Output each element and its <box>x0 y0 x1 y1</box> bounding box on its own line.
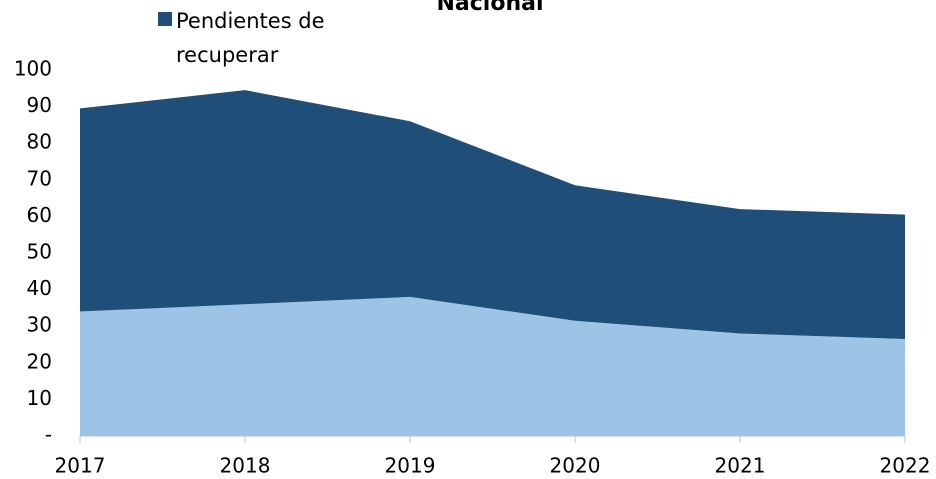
y-tick-label: 70 <box>27 166 52 190</box>
y-tick-label: 50 <box>27 240 52 264</box>
area <box>80 296 905 436</box>
y-tick-label: 100 <box>14 57 52 81</box>
y-tick-label: 60 <box>27 203 52 227</box>
y-tick-label: 80 <box>27 130 52 154</box>
y-tick-label: 30 <box>27 313 52 337</box>
x-tick-label: 2021 <box>715 454 766 478</box>
x-tick-label: 2018 <box>220 454 271 478</box>
area <box>80 90 905 340</box>
y-tick-label: 20 <box>27 349 52 373</box>
y-tick-label: 10 <box>27 386 52 410</box>
x-tick-label: 2020 <box>550 454 601 478</box>
chart-title: Nacional <box>436 0 543 16</box>
x-tick-label: 2019 <box>385 454 436 478</box>
y-tick-label: - <box>45 423 52 447</box>
legend-swatch <box>158 12 172 26</box>
x-tick-label: 2022 <box>880 454 931 478</box>
y-tick-label: 40 <box>27 276 52 300</box>
y-tick-label: 90 <box>27 93 52 117</box>
x-tick-label: 2017 <box>55 454 106 478</box>
legend-label: Pendientes de recuperar <box>176 9 325 67</box>
